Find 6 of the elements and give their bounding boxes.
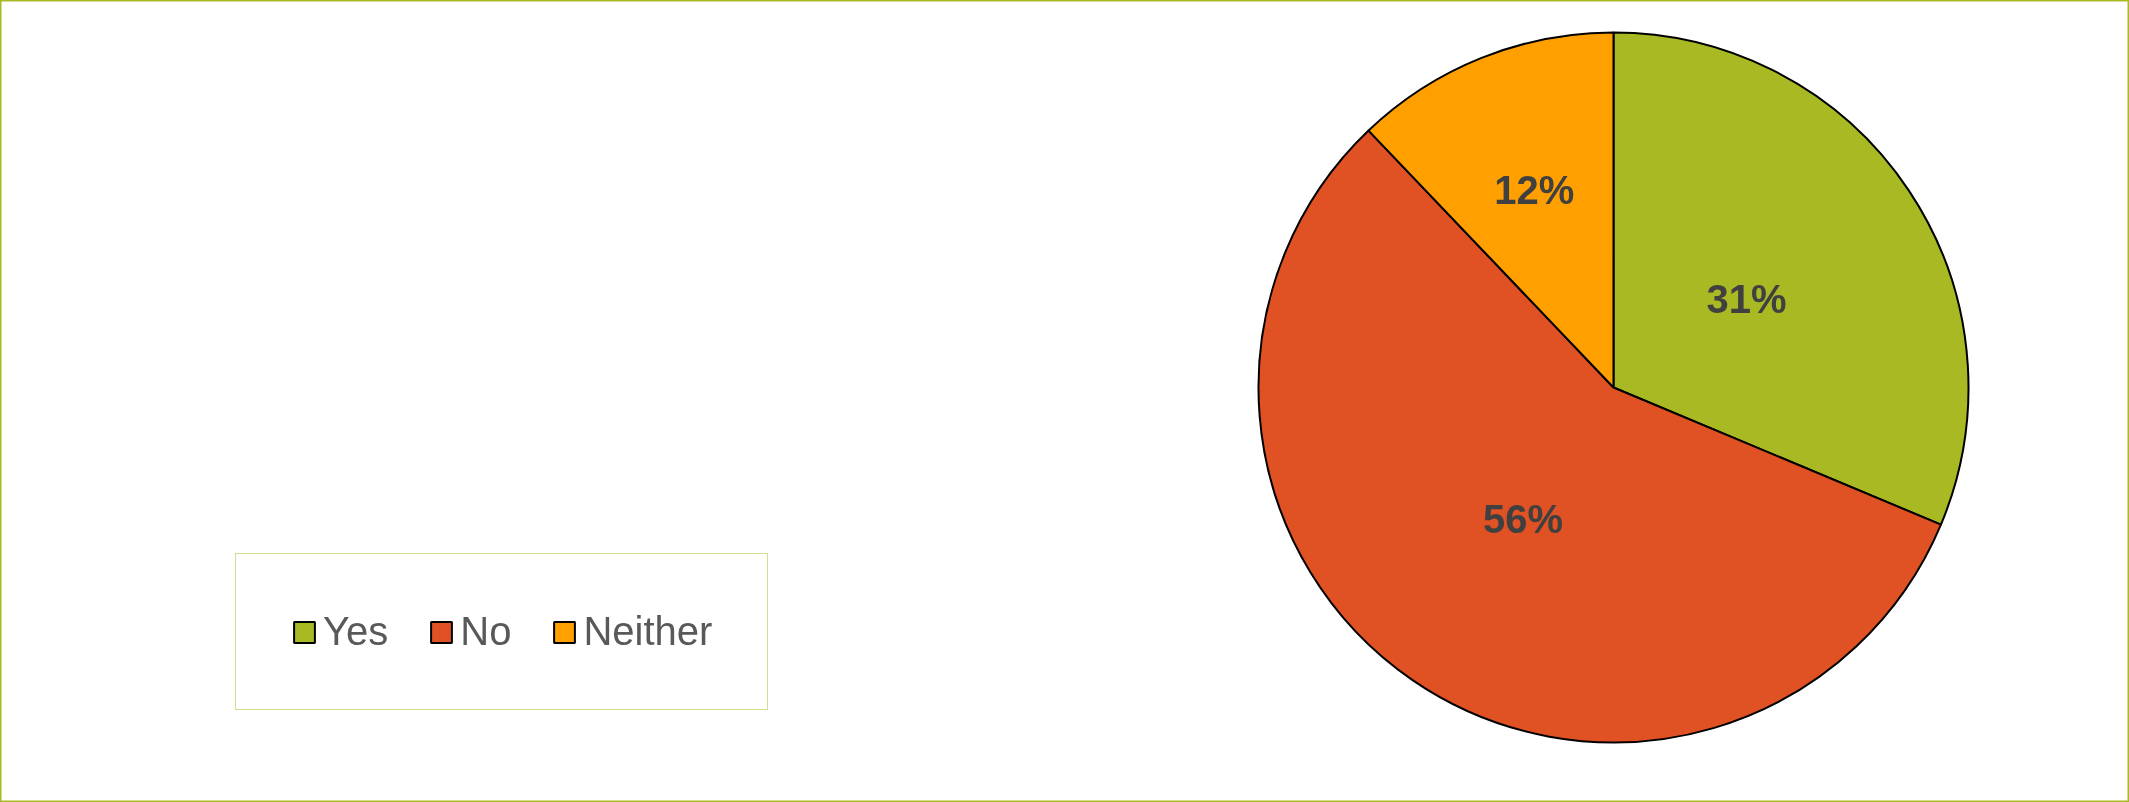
legend-label: Neither [583, 609, 713, 654]
legend-label: No [460, 609, 512, 654]
data-label: 56% [1482, 497, 1563, 542]
data-label: 12% [1494, 167, 1575, 212]
data-label: 31% [1706, 277, 1787, 322]
legend-label: Yes [323, 609, 389, 654]
